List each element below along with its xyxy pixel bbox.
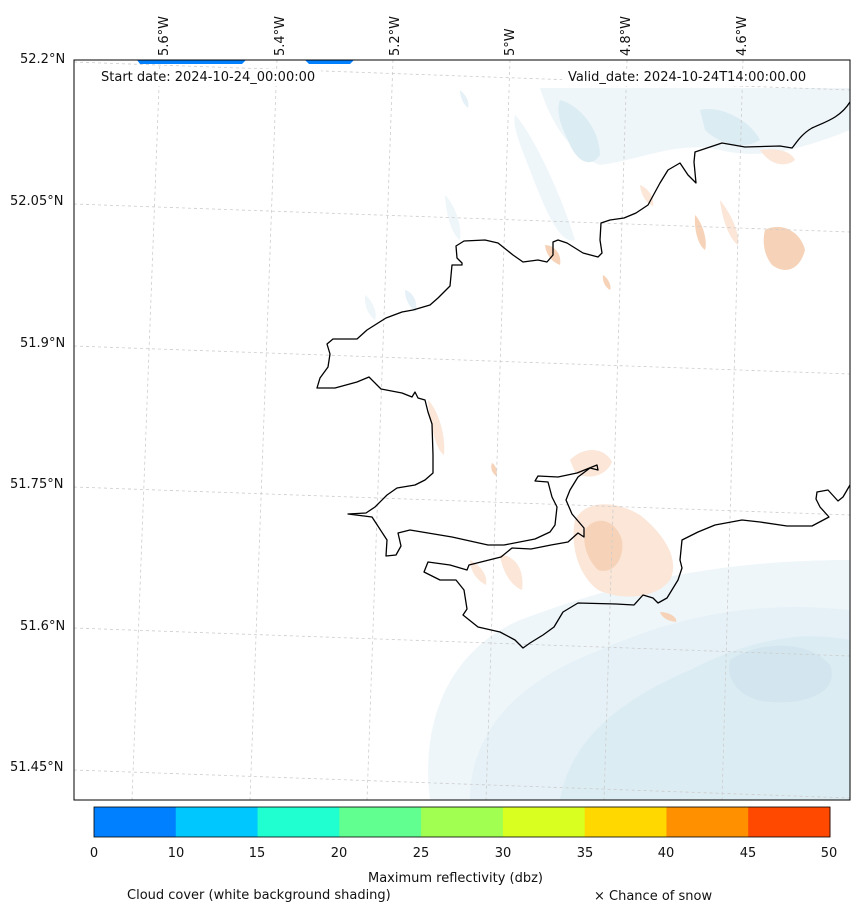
coastline — [316, 101, 851, 649]
lon-label: 5.6°W — [157, 15, 172, 56]
lat-label: 52.2°N — [20, 52, 66, 67]
lat-label: 51.45°N — [10, 760, 64, 775]
colorbar-cell — [257, 807, 340, 837]
colorbar-cell — [748, 807, 831, 837]
lat-label: 51.6°N — [20, 619, 66, 634]
colorbar-tick: 25 — [412, 846, 430, 861]
lat-label: 51.9°N — [20, 336, 66, 351]
colorbar-tick: 45 — [739, 846, 757, 861]
colorbar — [94, 807, 831, 837]
lon-label: 5.2°W — [388, 15, 403, 56]
cloud-cover-legend: Cloud cover (white background shading) — [127, 888, 391, 903]
colorbar-tick: 40 — [657, 846, 675, 861]
colorbar-cell — [421, 807, 504, 837]
colorbar-cell — [339, 807, 422, 837]
colorbar-tick: 50 — [820, 846, 838, 861]
snow-legend: × Chance of snow — [594, 889, 713, 904]
start-date: Start date: 2024-10-24_00:00:00 — [95, 69, 322, 86]
colorbar-tick: 30 — [494, 846, 512, 861]
colorbar-tick: 0 — [89, 846, 99, 861]
colorbar-cell — [666, 807, 749, 837]
plot-frame — [73, 59, 851, 801]
colorbar-cell — [175, 807, 259, 837]
lon-label: 5.4°W — [273, 15, 288, 56]
valid-date: Valid_date: 2024-10-24T14:00:00.00 — [562, 69, 813, 86]
colorbar-cell — [502, 807, 586, 837]
colorbar-tick: 20 — [330, 846, 348, 861]
lat-label: 52.05°N — [10, 194, 64, 209]
lat-label: 51.75°N — [10, 477, 64, 492]
cloud-shading — [364, 88, 850, 800]
lon-label: 4.8°W — [619, 15, 634, 56]
colorbar-cell — [94, 807, 177, 837]
lon-label: 5°W — [503, 28, 518, 56]
colorbar-tick: 10 — [167, 846, 185, 861]
colorbar-frame — [93, 806, 831, 838]
colorbar-title: Maximum reflectivity (dbz) — [368, 871, 543, 886]
colorbar-tick: 35 — [576, 846, 594, 861]
reflectivity-top — [137, 60, 354, 64]
colorbar-cell — [584, 807, 667, 837]
lon-label: 4.6°W — [735, 15, 750, 56]
colorbar-tick: 15 — [248, 846, 266, 861]
reflectivity-light — [428, 149, 805, 622]
